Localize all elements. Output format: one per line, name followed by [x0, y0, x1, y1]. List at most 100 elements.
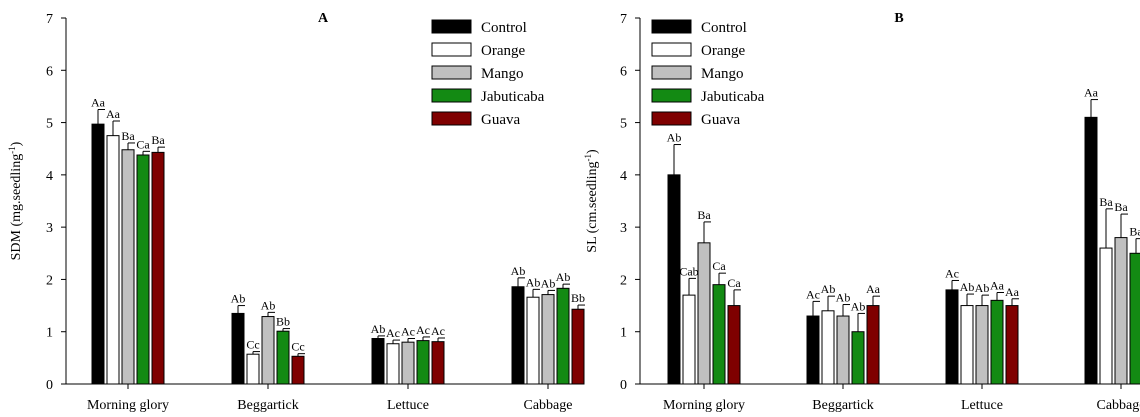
legend-swatch-control [431, 19, 472, 34]
bar-control [667, 174, 681, 385]
bar-control [945, 289, 959, 385]
bar-control [91, 123, 105, 385]
bar-orange [386, 343, 400, 385]
bar-jabuticaba [851, 331, 865, 385]
legend-swatch-mango [431, 65, 472, 80]
significance-label: Aa [990, 279, 1005, 293]
legend-label: Control [481, 20, 527, 36]
y-axis-label-superscript: -1 [7, 146, 17, 154]
legend-label: Guava [481, 112, 520, 128]
y-tick-label: 7 [46, 12, 53, 27]
x-tick-label: Cabbage [524, 398, 573, 413]
y-tick-label: 7 [620, 12, 627, 27]
legend-swatch-orange [651, 42, 692, 57]
significance-label: Ba [1099, 195, 1113, 209]
bar-guava [571, 308, 585, 385]
bar-jabuticaba [136, 154, 150, 385]
significance-label: Ab [667, 131, 682, 145]
bar-mango [121, 149, 135, 385]
x-tick-label: Beggartick [812, 398, 873, 413]
legend: Control Orange Mango Jabuticaba Guava [651, 19, 765, 128]
significance-label: Aa [1005, 285, 1020, 299]
significance-label: Ba [1114, 200, 1128, 214]
significance-label: Aa [1084, 86, 1099, 100]
legend-label: Mango [701, 66, 744, 82]
bar-orange [1099, 247, 1113, 385]
significance-label: Ac [401, 325, 415, 339]
y-tick-label: 5 [620, 117, 627, 132]
significance-label: Ca [712, 259, 726, 273]
bar-jabuticaba [416, 340, 430, 385]
bar-mango [541, 294, 555, 385]
bar-jabuticaba [1129, 252, 1140, 385]
y-axis-label-end: ) [9, 141, 24, 146]
bar-mango [975, 305, 989, 385]
bar-control [511, 286, 525, 385]
significance-label: Ca [727, 276, 741, 290]
significance-label: Aa [106, 107, 121, 121]
significance-label: Aa [91, 96, 106, 110]
x-tick-label: Lettuce [387, 398, 429, 413]
significance-label: Ba [151, 133, 165, 147]
significance-label: Ab [556, 270, 571, 284]
bar-orange [821, 310, 835, 385]
y-axis-label: SDM (mg.seedling-1) [7, 141, 24, 260]
significance-label: Ab [836, 291, 851, 305]
y-tick-label: 0 [620, 378, 627, 393]
significance-label: Ac [386, 326, 400, 340]
bar-guava [727, 305, 741, 385]
legend-swatch-guava [431, 111, 472, 126]
significance-label: Ab [960, 280, 975, 294]
chart-panel-b: 0 1 2 3 4 5 6 7 SL (cm.seedling-1) B Morning glory… [583, 11, 1140, 413]
significance-label: Ab [261, 298, 276, 312]
significance-label: Ba [697, 208, 711, 222]
bar-mango [697, 242, 711, 385]
y-tick-label: 5 [46, 117, 53, 132]
bar-jabuticaba [276, 330, 290, 385]
legend: Control Orange Mango Jabuticaba Guava [431, 19, 545, 128]
y-axis-label-end: ) [585, 149, 600, 154]
legend-label: Control [701, 20, 747, 36]
significance-label: Ac [431, 324, 445, 338]
legend-label: Orange [701, 43, 745, 59]
significance-label: Ab [231, 292, 246, 306]
x-tick-label: Lettuce [961, 398, 1003, 413]
bar-orange [106, 135, 120, 385]
legend-label: Guava [701, 112, 740, 128]
y-tick-label: 3 [620, 221, 627, 236]
y-tick-label: 4 [46, 169, 53, 184]
bar-control [371, 338, 385, 385]
significance-label: Ab [821, 282, 836, 296]
legend-label: Jabuticaba [701, 89, 765, 105]
significance-label: Ab [851, 299, 866, 313]
y-tick-label: 2 [46, 273, 53, 288]
chart-panel-a: 0 1 2 3 4 5 6 7 SDM (mg.seedling-1) A Morning glor… [7, 11, 585, 413]
y-tick-label: 4 [620, 169, 627, 184]
bar-control [806, 315, 820, 385]
bar-mango [1114, 237, 1128, 385]
bar-control [1084, 116, 1098, 385]
significance-label: Ca [136, 137, 150, 151]
bar-guava [151, 151, 165, 385]
bar-guava [291, 355, 305, 385]
significance-label: Ac [416, 323, 430, 337]
significance-label: Ac [945, 266, 959, 280]
x-tick-label: Morning glory [87, 398, 169, 413]
bar-orange [960, 305, 974, 385]
legend-swatch-mango [651, 65, 692, 80]
significance-label: Ab [511, 264, 526, 278]
legend-label: Jabuticaba [481, 89, 545, 105]
significance-label: Ab [541, 276, 556, 290]
bar-mango [261, 316, 275, 385]
bar-jabuticaba [556, 287, 570, 385]
y-axis-label-superscript: -1 [583, 154, 593, 162]
bar-control [231, 312, 245, 385]
bar-guava [866, 305, 880, 385]
panel-label: A [318, 11, 329, 26]
y-tick-label: 6 [46, 64, 53, 79]
significance-label: Bb [276, 315, 290, 329]
y-tick-label: 1 [46, 326, 53, 341]
bar-guava [431, 341, 445, 385]
significance-label: Ac [806, 287, 820, 301]
